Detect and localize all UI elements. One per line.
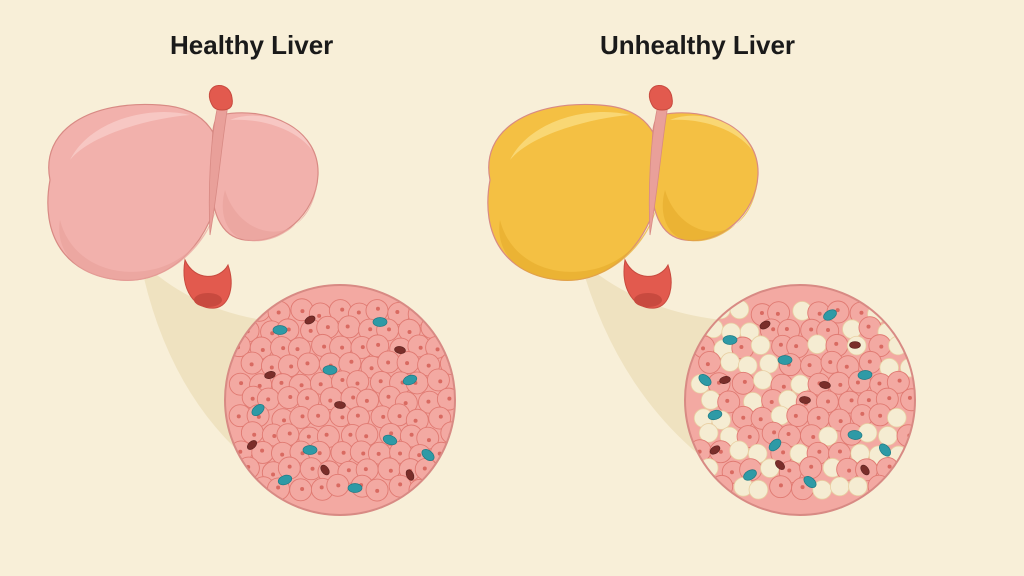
- cell-disc: [225, 285, 463, 515]
- title-unhealthy: Unhealthy Liver: [600, 30, 795, 61]
- liver-organ: [488, 85, 758, 308]
- infographic-stage: Healthy Liver Unhealthy Liver: [0, 0, 1024, 576]
- cell-disc: [685, 285, 923, 515]
- diagram-svg: [0, 0, 1024, 576]
- liver-organ: [48, 85, 318, 308]
- title-healthy: Healthy Liver: [170, 30, 333, 61]
